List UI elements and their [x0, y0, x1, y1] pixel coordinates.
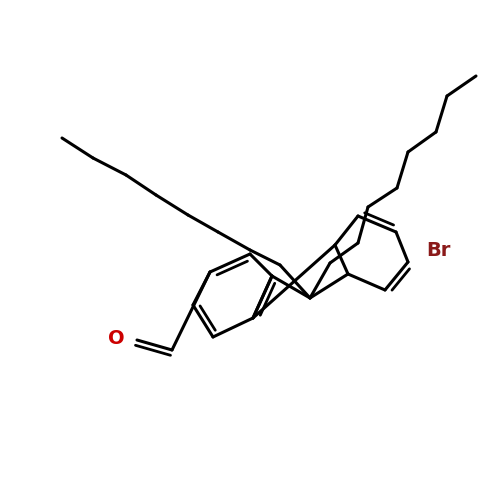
Text: O: O: [108, 328, 125, 347]
Text: Br: Br: [426, 240, 450, 260]
